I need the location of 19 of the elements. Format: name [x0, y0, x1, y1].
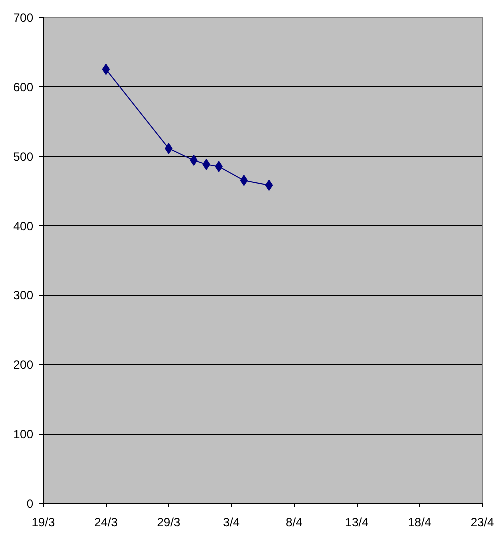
y-tick-label: 200 [13, 358, 34, 372]
y-tick-label: 500 [13, 150, 34, 164]
x-tick-label: 3/4 [223, 516, 240, 530]
y-tick-label: 600 [13, 80, 34, 94]
point [102, 64, 110, 76]
x-tick-label: 29/3 [157, 516, 181, 530]
y-tick-label: 400 [13, 219, 34, 234]
x-tick-label: 18/4 [408, 516, 432, 530]
x-tick-label: 19/3 [32, 516, 56, 530]
point [240, 175, 248, 186]
y-tick-label: 100 [13, 428, 34, 442]
x-tick-label: 23/4 [470, 516, 495, 530]
y-tick-label: 0 [26, 497, 34, 511]
x-tick-label: 8/4 [286, 516, 304, 530]
y-tick-label: 700 [13, 11, 34, 25]
x-tick-label: 13/4 [345, 516, 370, 530]
x-tick-label: 24/3 [94, 516, 118, 530]
point [265, 180, 274, 192]
y-tick-label: 300 [13, 288, 34, 303]
